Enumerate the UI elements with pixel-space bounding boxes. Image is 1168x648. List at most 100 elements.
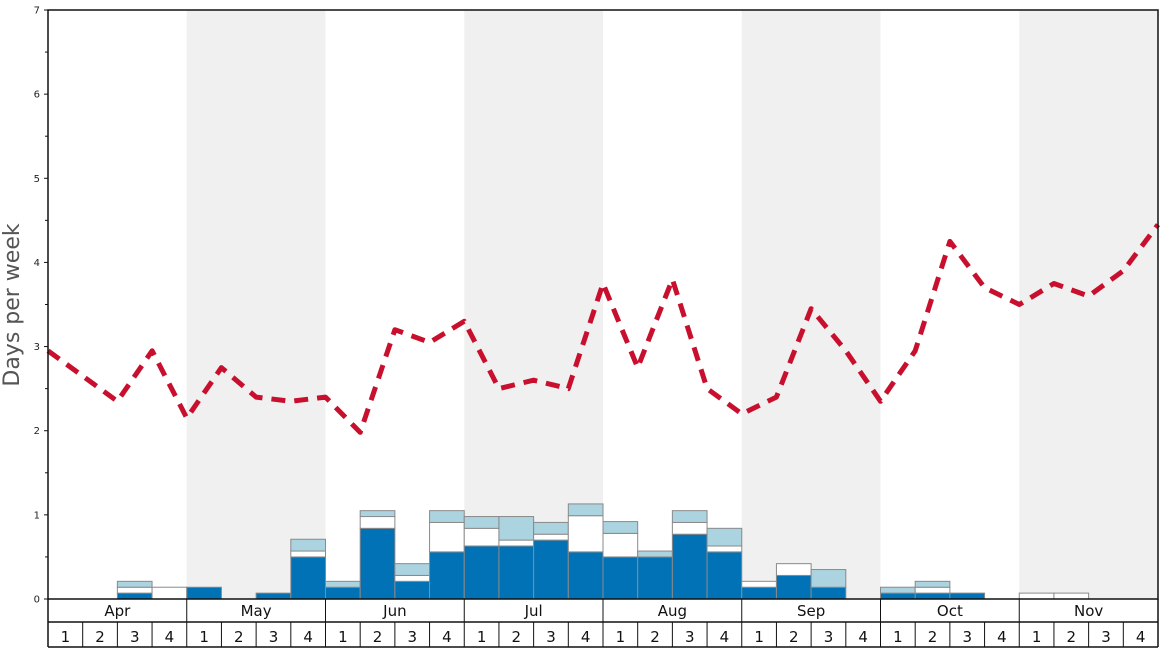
bar-segment — [290, 556, 326, 600]
bar-segment — [463, 545, 500, 600]
y-axis: 0 1 2 3 4 5 6 7 — [34, 6, 48, 606]
week-label: 4 — [303, 628, 313, 646]
month-band — [464, 10, 603, 599]
y-tick-label: 4 — [34, 258, 40, 269]
bar-segment — [914, 592, 951, 600]
bar-segment — [880, 586, 916, 594]
week-label: 2 — [512, 628, 522, 646]
bar-segment — [602, 521, 639, 534]
bar-segment — [602, 556, 639, 600]
month-label: Oct — [937, 602, 963, 620]
week-label: 3 — [962, 628, 972, 646]
bar-segment — [706, 545, 743, 553]
bar-segment — [533, 539, 569, 600]
week-label: 3 — [1101, 628, 1111, 646]
y-axis-label: Days per week — [0, 223, 25, 386]
bar-segment — [498, 539, 535, 547]
week-label: 1 — [338, 628, 348, 646]
bar-segment — [671, 521, 708, 535]
bar-segment — [394, 580, 431, 600]
week-label: 2 — [650, 628, 660, 646]
month-label: Jul — [524, 602, 543, 620]
bar-segment — [533, 533, 569, 541]
x-axis: Apr 1 2 3 4 May 1 2 3 4 Jun 1 2 3 4 Jul 1 2 3 4 Aug 1 2 3 4 Sep 1 2… — [47, 599, 1159, 648]
bar-segment — [949, 592, 986, 600]
week-label: 1 — [754, 628, 764, 646]
week-label: 4 — [720, 628, 730, 646]
week-label: 1 — [616, 628, 626, 646]
week-label: 3 — [130, 628, 140, 646]
bar-segment — [290, 550, 326, 558]
week-label: 3 — [269, 628, 279, 646]
week-label: 2 — [928, 628, 938, 646]
bars — [116, 503, 1090, 600]
bar-segment — [498, 545, 535, 600]
bar-segment — [359, 516, 396, 529]
trend-line-layer — [46, 223, 1160, 435]
bar-segment — [394, 574, 431, 582]
month-bands — [186, 10, 1158, 599]
bar-segment — [671, 510, 708, 523]
bar-segment — [290, 538, 326, 552]
bar-segment — [637, 556, 673, 600]
bar-segment — [116, 586, 153, 594]
week-label: 1 — [1032, 628, 1042, 646]
week-label: 4 — [1136, 628, 1146, 646]
week-label: 1 — [61, 628, 71, 646]
week-label: 3 — [407, 628, 417, 646]
week-label: 3 — [685, 628, 695, 646]
week-label: 2 — [789, 628, 799, 646]
week-label: 4 — [442, 628, 452, 646]
bar-segment — [151, 586, 188, 600]
month-label: Sep — [797, 602, 825, 620]
bar-segment — [359, 510, 396, 518]
y-tick-label: 7 — [34, 6, 40, 17]
bar-segment — [429, 521, 465, 553]
bar-segment — [116, 580, 153, 588]
week-label: 4 — [858, 628, 868, 646]
week-label: 1 — [199, 628, 209, 646]
bar-segment — [706, 551, 743, 600]
y-tick-label: 2 — [34, 426, 40, 437]
week-label: 2 — [373, 628, 383, 646]
week-label: 4 — [581, 628, 591, 646]
bar-segment — [394, 563, 431, 576]
month-band — [1019, 10, 1158, 599]
bar-segment — [741, 580, 777, 588]
bar-segment — [880, 592, 916, 600]
bar-segment — [429, 551, 465, 600]
bar-segment — [637, 550, 673, 558]
bar-segment — [1053, 592, 1090, 600]
week-label: 3 — [824, 628, 834, 646]
bar-segment — [810, 569, 847, 588]
bar-segment — [116, 592, 153, 600]
bar-segment — [567, 515, 604, 553]
y-tick-label: 5 — [34, 174, 40, 185]
month-label: Jun — [382, 602, 406, 620]
bar-segment — [533, 521, 569, 535]
y-tick-label: 0 — [34, 595, 40, 606]
week-label: 3 — [546, 628, 556, 646]
bar-segment — [810, 586, 847, 600]
week-label: 4 — [165, 628, 175, 646]
bar-segment — [325, 580, 361, 588]
bar-segment — [567, 551, 604, 600]
trend-line — [46, 223, 1160, 435]
y-tick-label: 3 — [34, 342, 40, 353]
bar-segment — [914, 580, 951, 588]
month-band — [186, 10, 326, 599]
week-label: 1 — [893, 628, 903, 646]
week-label: 2 — [234, 628, 244, 646]
y-tick-label: 6 — [34, 90, 40, 101]
bar-segment — [706, 527, 743, 547]
month-label: Apr — [104, 602, 131, 620]
bar-segment — [255, 592, 292, 600]
bar-segment — [463, 527, 500, 547]
week-label: 4 — [997, 628, 1007, 646]
month-band — [741, 10, 881, 599]
bar-segment — [1018, 592, 1055, 600]
bar-segment — [775, 574, 812, 600]
week-label: 2 — [1067, 628, 1077, 646]
bar-segment — [325, 586, 361, 600]
